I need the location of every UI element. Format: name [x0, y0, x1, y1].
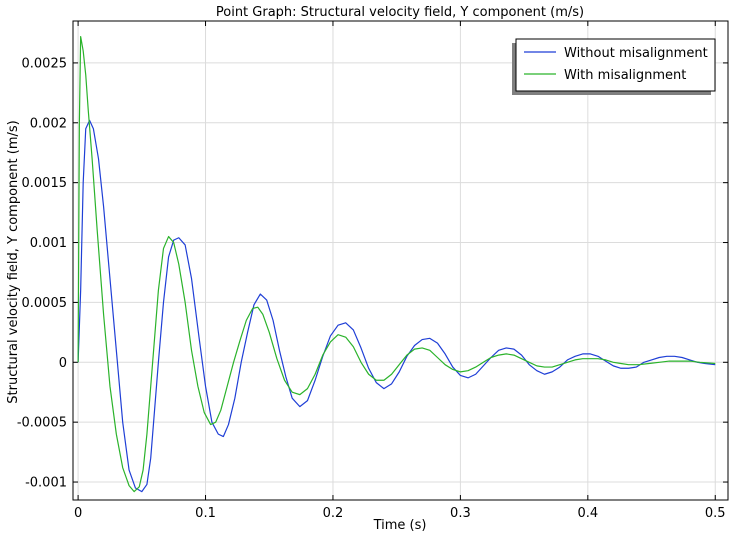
y-tick-label: 0.0005 — [22, 296, 68, 311]
x-tick-label: 0.3 — [450, 506, 471, 521]
x-tick-label: 0.1 — [195, 506, 216, 521]
y-tick-label: 0.002 — [30, 116, 67, 131]
y-tick-label: 0 — [59, 356, 67, 371]
y-axis-title: Structural velocity field, Y component (… — [6, 120, 21, 403]
y-tick-label: -0.001 — [25, 476, 67, 491]
y-tick-label: -0.0005 — [17, 416, 67, 431]
y-tick-label: 0.001 — [30, 236, 67, 251]
tick-layer: 0 0.1 0.2 0.3 0.4 0.5 -0.001 -0.0005 0 0.0005 0.00… — [17, 21, 728, 521]
chart-title: Point Graph: Structural velocity field, … — [216, 5, 584, 20]
x-axis-title: Time (s) — [373, 518, 427, 533]
legend-label-without-misalignment: Without misalignment — [564, 46, 708, 61]
x-tick-label: 0.4 — [577, 506, 598, 521]
legend-box — [515, 38, 716, 92]
plot-area-frame — [72, 20, 729, 501]
series-line-without-misalignment — [77, 119, 716, 493]
legend-label-with-misalignment: With misalignment — [564, 68, 686, 83]
y-tick-label: 0.0015 — [22, 176, 68, 191]
y-tick-label: 0.0025 — [22, 56, 68, 71]
x-tick-label: 0.2 — [323, 506, 344, 521]
x-tick-label: 0 — [74, 506, 82, 521]
legend: Without misalignment With misalignment — [512, 38, 716, 95]
series-line-with-misalignment — [77, 35, 716, 493]
x-tick-label: 0.5 — [705, 506, 726, 521]
series-layer — [77, 35, 716, 493]
